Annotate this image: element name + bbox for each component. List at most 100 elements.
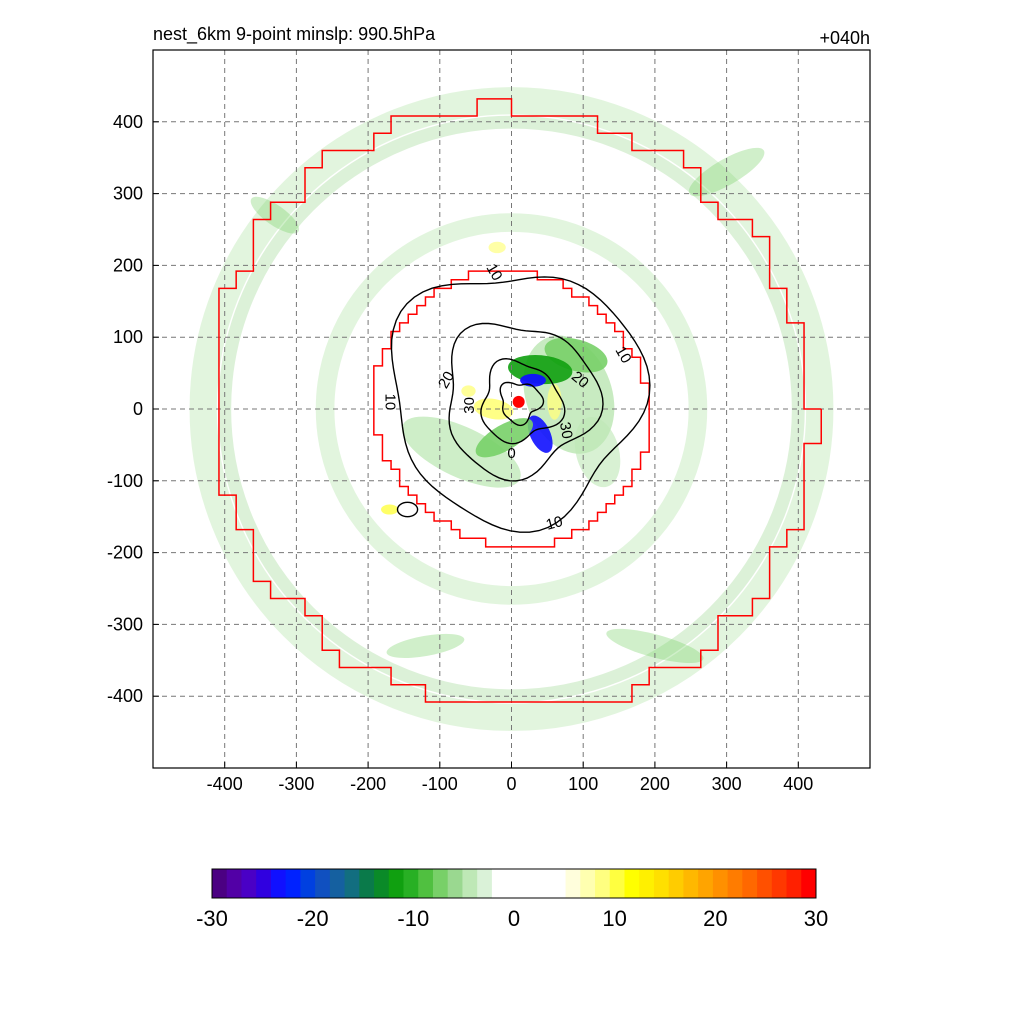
center-marker [512, 395, 525, 408]
colorbar-swatch [329, 869, 346, 898]
band-yellow [461, 385, 476, 397]
band-blue [527, 415, 553, 453]
colorbar-swatch [477, 869, 493, 898]
colorbar-swatch [550, 869, 567, 898]
colorbar-swatch [403, 869, 419, 898]
contour-20 [448, 322, 604, 482]
x-tick-label: -100 [422, 774, 458, 794]
colorbar-frame [211, 868, 817, 899]
band-light [401, 416, 521, 488]
x-tick-label: -200 [350, 774, 386, 794]
contour-label: 0 [507, 445, 515, 462]
x-tick-label: -300 [278, 774, 314, 794]
colorbar-swatch [712, 869, 729, 898]
band-yellow [488, 241, 506, 254]
colorbar-tick-label: -10 [397, 906, 429, 931]
colorbar-tick-label: 0 [508, 906, 520, 931]
contour-label: 10 [382, 393, 399, 410]
colorbar-swatch [639, 869, 655, 898]
colorbar-swatch [801, 869, 817, 898]
colorbar-swatch [698, 869, 714, 898]
x-tick-label: 200 [640, 774, 670, 794]
colorbar-swatch [270, 869, 287, 898]
colorbar-swatch [344, 869, 360, 898]
axis-ticks: -400 -300 -200 -100 0 100 200 300 40040030020010… [107, 112, 813, 794]
contour-label: 30 [556, 421, 576, 440]
band-medium [386, 633, 465, 658]
y-tick-label: 200 [113, 255, 143, 275]
band-yellow [547, 383, 562, 420]
colorbar-swatch [506, 869, 522, 898]
colorbar-swatch [462, 869, 478, 898]
y-tick-label: 300 [113, 184, 143, 204]
colorbar-swatch [727, 869, 743, 898]
forecast-hour-label: +040h [819, 28, 870, 48]
y-tick-label: -400 [107, 686, 143, 706]
shaded-field [189, 87, 834, 731]
contour-30 [480, 357, 566, 445]
colorbar-swatch [241, 869, 257, 898]
colorbar-tick-label: -20 [297, 906, 329, 931]
colorbar-tick-label: 20 [703, 906, 727, 931]
colorbar-swatch [609, 869, 625, 898]
colorbar-swatch [565, 869, 581, 898]
contour-closed-loop [396, 501, 419, 518]
y-tick-label: -300 [107, 614, 143, 634]
contour-label: 10 [612, 343, 635, 366]
colorbar-swatch [212, 869, 228, 898]
colorbar-tick-label: 10 [602, 906, 626, 931]
colorbar-swatch [315, 869, 331, 898]
contour-label: 10 [544, 513, 565, 534]
colorbar-swatch [374, 869, 390, 898]
colorbar-swatch [256, 869, 272, 898]
nest-boundaries [218, 98, 822, 703]
storm-center-marker [512, 395, 525, 408]
colorbar-swatch [300, 869, 316, 898]
y-tick-label: -200 [107, 543, 143, 563]
colorbar-swatch [786, 869, 802, 898]
band-medium [688, 147, 765, 197]
colorbar-swatch [653, 869, 670, 898]
colorbar-swatch [418, 869, 434, 898]
colorbar-swatch [742, 869, 758, 898]
colorbar-swatch [771, 869, 788, 898]
outer-nest-boundary [218, 98, 822, 703]
contour-inner [499, 381, 545, 427]
contour-label: 20 [435, 369, 458, 392]
colorbar: -30 -20 -10 0 10 20 30 [196, 868, 828, 931]
colorbar-swatch [624, 869, 640, 898]
x-tick-label: 100 [568, 774, 598, 794]
x-tick-label: -400 [207, 774, 243, 794]
colorbar-tick-label: -30 [196, 906, 228, 931]
x-tick-label: 400 [783, 774, 813, 794]
colorbar-swatch [491, 869, 508, 898]
colorbar-swatch [536, 869, 552, 898]
grid-lines [153, 50, 870, 768]
y-tick-label: 400 [113, 112, 143, 132]
y-tick-label: 100 [113, 327, 143, 347]
band-light [574, 417, 621, 488]
inner-nest-boundary [373, 270, 650, 548]
contour-10 [390, 276, 651, 533]
colorbar-tick-label: 30 [804, 906, 828, 931]
colorbar-swatch [447, 869, 463, 898]
y-tick-label: 0 [133, 399, 143, 419]
colorbar-swatch [683, 869, 699, 898]
band-medium [250, 196, 300, 234]
contour-label: 30 [461, 397, 478, 414]
x-tick-label: 300 [712, 774, 742, 794]
contour-label: 10 [483, 261, 506, 284]
colorbar-swatch [226, 869, 242, 898]
colorbar-swatch [359, 869, 375, 898]
colorbar-swatch [580, 869, 596, 898]
chart-title: nest_6km 9-point minslp: 990.5hPa [153, 24, 436, 45]
colorbar-swatch [757, 869, 773, 898]
x-tick-label: 0 [506, 774, 516, 794]
colorbar-swatch [668, 869, 684, 898]
band-yellow [381, 504, 399, 515]
colorbar-swatch [595, 869, 611, 898]
colorbar-swatch [521, 869, 537, 898]
